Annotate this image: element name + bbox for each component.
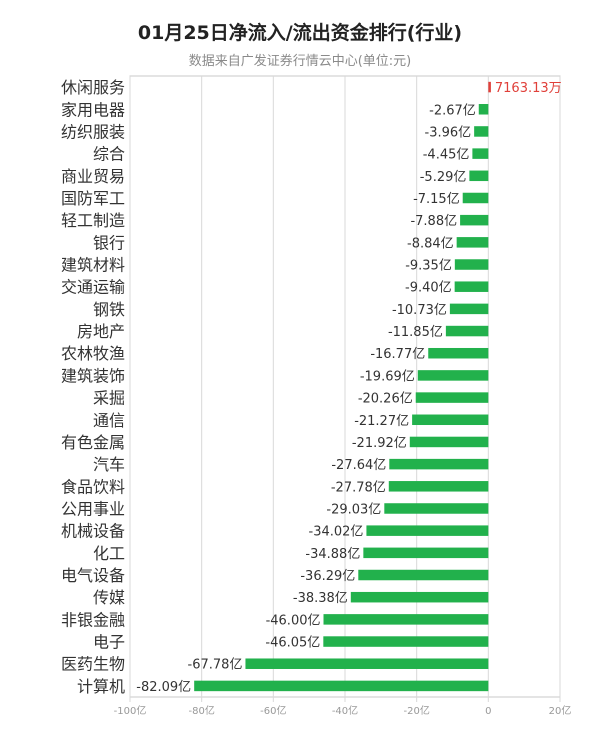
value-label: -27.64亿 [331,458,386,473]
category-label: 汽车 [93,455,125,474]
category-label: 机械设备 [61,522,125,541]
bar [409,436,489,448]
bar [474,126,489,137]
value-label: -9.35亿 [405,259,452,274]
bar [363,547,489,559]
category-label: 家用电器 [61,100,125,119]
bar [323,636,489,647]
bar [366,525,489,536]
value-label: -20.26亿 [358,392,413,407]
category-label: 电子 [93,633,125,652]
value-label: -21.27亿 [354,414,409,429]
category-label: 交通运输 [61,278,125,297]
value-label: -46.05亿 [265,636,320,651]
value-label: -21.92亿 [352,436,407,451]
value-label: -8.84亿 [407,236,454,251]
category-label: 采掘 [93,389,125,408]
chart-subtitle: 数据来自广发证券行情云中心(单位:元) [188,54,412,69]
value-label: -5.29亿 [420,170,467,185]
value-label: -27.78亿 [331,480,386,495]
value-label: -9.40亿 [405,281,452,296]
value-label: -16.77亿 [370,347,425,362]
bar [478,104,489,115]
bar [469,170,489,182]
bar [412,414,489,426]
category-label: 农林牧渔 [61,344,125,363]
value-label: -36.29亿 [300,569,355,584]
value-label: -11.85亿 [388,325,443,340]
category-label: 综合 [93,145,125,164]
x-tick-label: 0 [485,706,491,717]
bar [445,325,489,337]
bar [460,214,489,226]
category-label: 非银金融 [61,610,125,629]
value-label: -7.15亿 [413,192,460,207]
category-label: 化工 [93,544,125,563]
bar [384,503,489,514]
value-label: -38.38亿 [293,591,348,606]
bar [428,347,489,359]
value-label: -34.88亿 [305,547,360,562]
value-label: 7163.13万 [495,81,562,96]
x-tick-label: -80亿 [188,704,214,717]
value-label: -34.02亿 [309,525,364,540]
category-label: 建筑材料 [61,256,125,275]
category-label: 电气设备 [61,566,125,585]
category-label: 有色金属 [61,433,125,452]
value-label: -4.45亿 [423,148,470,163]
category-label: 计算机 [77,677,125,696]
bar [454,281,489,292]
value-label: -67.78亿 [188,658,243,673]
value-label: -10.73亿 [392,303,447,318]
category-label: 传媒 [93,588,125,607]
bar [449,303,489,315]
bar [488,81,491,93]
category-label: 休闲服务 [61,78,125,97]
bar [472,148,489,159]
category-label: 钢铁 [93,300,125,319]
bar [415,392,489,403]
category-label: 轻工制造 [61,211,125,230]
bar [358,569,489,581]
x-tick-label: -60亿 [260,704,286,717]
x-tick-label: -100亿 [114,704,147,717]
category-label: 房地产 [77,322,125,341]
value-label: -29.03亿 [326,502,381,517]
bar [417,370,489,381]
value-label: -7.88亿 [410,214,457,229]
category-label: 公用事业 [61,499,125,518]
bar [194,680,489,692]
category-label: 商业贸易 [61,167,125,186]
bar [388,481,489,492]
category-label: 国防军工 [61,189,125,208]
chart-title: 01月25日净流入/流出资金排行(行业) [137,22,463,44]
category-label: 食品饮料 [61,477,125,496]
value-label: -3.96亿 [425,125,472,140]
bar [245,658,489,669]
x-tick-label: 20亿 [549,704,572,717]
value-label: -19.69亿 [360,369,415,384]
x-tick-label: -40亿 [332,704,358,717]
bar [454,259,489,270]
bar [350,591,489,603]
bar [389,458,489,470]
value-label: -46.00亿 [266,613,321,628]
value-label: -2.67亿 [429,103,476,118]
category-label: 银行 [93,233,125,252]
category-label: 通信 [93,411,125,430]
bar [323,614,489,625]
category-label: 医药生物 [61,655,125,674]
bar [456,237,489,248]
value-label: -82.09亿 [136,680,191,695]
category-label: 纺织服装 [61,122,125,141]
x-tick-label: -20亿 [403,704,429,717]
bar [462,192,489,204]
category-label: 建筑装饰 [61,366,125,385]
